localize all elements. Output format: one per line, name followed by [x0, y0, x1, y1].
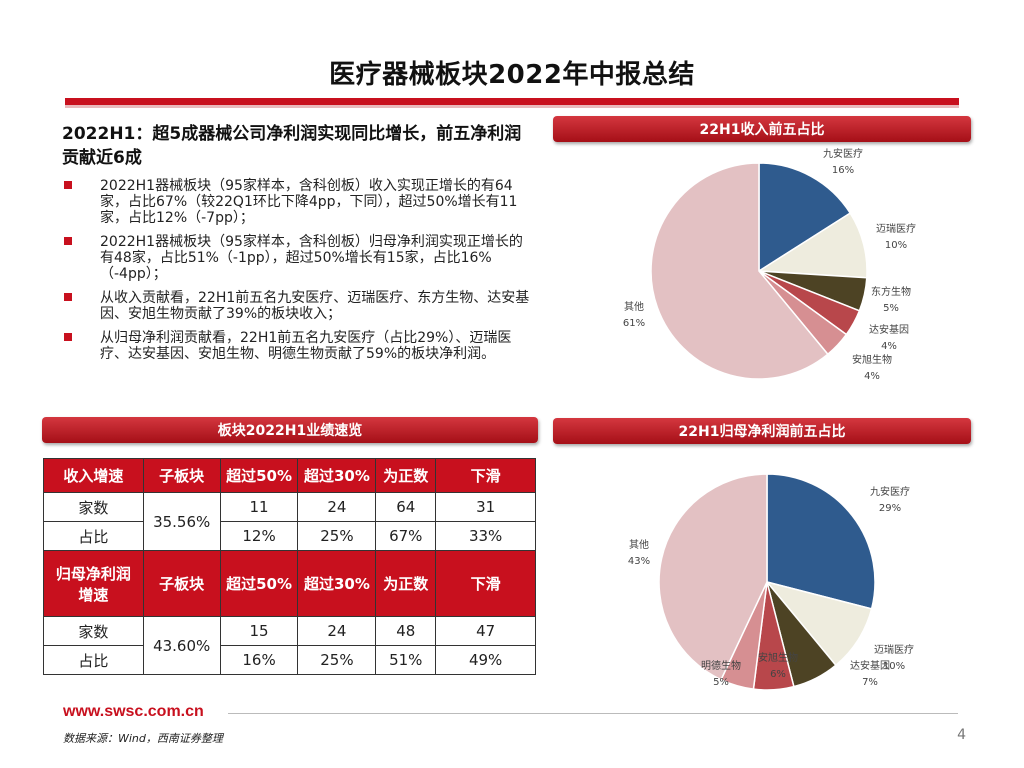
- pie-label-6: 其他: [629, 538, 649, 551]
- header-cell: 收入增速: [43, 458, 144, 493]
- table-cell: 15: [219, 616, 299, 646]
- page-number: 4: [957, 727, 966, 743]
- table-cell: 31: [435, 492, 536, 522]
- header-cell: 为正数: [375, 550, 437, 617]
- table-cell: 25%: [297, 521, 377, 551]
- bullet-square-icon: [64, 237, 72, 245]
- pie-value-label-4: 6%: [770, 669, 786, 680]
- bullet-list: 2022H1器械板块（95家样本，含科创板）收入实现正增长的有64家，占比67%…: [62, 178, 532, 370]
- chart1-title-banner: 22H1收入前五占比: [553, 116, 971, 142]
- pie-label-5: 安旭生物: [852, 353, 892, 366]
- header-cell: 超过50%: [219, 458, 299, 493]
- sub-sector-value: 43.60%: [142, 616, 221, 675]
- row-label: 家数: [43, 492, 144, 522]
- bullet-text: 从归母净利润贡献看，22H1前五名九安医疗（占比29%）、迈瑞医疗、达安基因、安…: [100, 330, 512, 362]
- chart2-title-banner: 22H1归母净利润前五占比: [553, 418, 971, 444]
- pie-value-label-2: 10%: [883, 661, 905, 672]
- table-cell: 12%: [219, 521, 299, 551]
- header-cell: 超过30%: [297, 458, 377, 493]
- bullet-text: 从收入贡献看，22H1前五名九安医疗、迈瑞医疗、东方生物、达安基因、安旭生物贡献…: [100, 290, 530, 322]
- row-label: 占比: [43, 645, 144, 675]
- pie-slice-1: [758, 162, 852, 273]
- table-row: 家数 43.60% 15 24 48 47: [43, 616, 536, 675]
- table-header-row: 归母净利润增速 子板块 超过50% 超过30% 为正数 下滑: [43, 550, 536, 617]
- header-cell: 为正数: [375, 458, 437, 493]
- table-cell: 67%: [375, 521, 437, 551]
- pie-label-2: 迈瑞医疗: [874, 643, 914, 656]
- table-title-banner: 板块2022H1业绩速览: [42, 417, 538, 443]
- chart1-title: 22H1收入前五占比: [699, 122, 825, 138]
- pie-label-3: 达安基因: [850, 659, 890, 672]
- table-row: 家数 35.56% 11 24 64 31: [43, 492, 536, 551]
- header-cell: 子板块: [142, 458, 221, 493]
- bullet-text: 2022H1器械板块（95家样本，含科创板）收入实现正增长的有64家，占比67%…: [100, 178, 518, 226]
- pie-label-5: 明德生物: [701, 659, 741, 672]
- header-cell: 下滑: [435, 550, 536, 617]
- performance-table: 收入增速 子板块 超过50% 超过30% 为正数 下滑 家数 35.56% 11…: [43, 458, 536, 675]
- pie-value-label-1: 29%: [879, 503, 901, 514]
- table-cell: 24: [297, 616, 377, 646]
- pie-value-label-3: 7%: [862, 677, 878, 688]
- header-cell: 归母净利润增速: [43, 550, 144, 617]
- data-source: 数据来源：Wind，西南证券整理: [63, 732, 223, 745]
- table-cell: 24: [297, 492, 377, 522]
- pie-value-label-5: 5%: [713, 677, 729, 688]
- table-row: 占比 16% 25% 51% 49%: [43, 645, 536, 675]
- chart2-title: 22H1归母净利润前五占比: [678, 424, 846, 440]
- header-cell: 超过50%: [219, 550, 299, 617]
- table-row: 占比 12% 25% 67% 33%: [43, 521, 536, 551]
- table-cell: 16%: [219, 645, 299, 675]
- pie-slice-1: [766, 473, 876, 610]
- table-cell: 49%: [435, 645, 536, 675]
- table-cell: 25%: [297, 645, 377, 675]
- table-title: 板块2022H1业绩速览: [217, 423, 363, 439]
- pie-label-1: 九安医疗: [870, 485, 910, 498]
- pie-label-1: 九安医疗: [823, 147, 863, 160]
- pie-value-label-6: 61%: [623, 318, 645, 329]
- bullet-item: 2022H1器械板块（95家样本，含科创板）归母净利润实现正增长的有48家，占比…: [62, 234, 532, 282]
- pie-label-6: 其他: [624, 300, 644, 313]
- footer-divider: [228, 713, 958, 714]
- bullet-square-icon: [64, 293, 72, 301]
- pie-value-label-1: 16%: [832, 165, 854, 176]
- pie-label-3: 东方生物: [871, 285, 911, 298]
- bullet-item: 2022H1器械板块（95家样本，含科创板）收入实现正增长的有64家，占比67%…: [62, 178, 532, 226]
- pie-value-label-3: 5%: [883, 303, 899, 314]
- bullet-square-icon: [64, 181, 72, 189]
- pie-value-label-6: 43%: [628, 556, 650, 567]
- table-cell: 33%: [435, 521, 536, 551]
- pie-slice-6: [658, 473, 768, 681]
- pie-label-2: 迈瑞医疗: [876, 222, 916, 235]
- header-cell: 子板块: [142, 550, 221, 617]
- row-label: 占比: [43, 521, 144, 551]
- table-cell: 48: [375, 616, 437, 646]
- headline: 2022H1：超5成器械公司净利润实现同比增长，前五净利润贡献近6成: [62, 124, 522, 168]
- pie-label-4: 安旭生物: [758, 651, 798, 664]
- page-title: 医疗器械板块2022年中报总结: [329, 60, 695, 90]
- bullet-square-icon: [64, 333, 72, 341]
- table-cell: 47: [435, 616, 536, 646]
- table-cell: 51%: [375, 645, 437, 675]
- pie-value-label-2: 10%: [885, 240, 907, 251]
- header-cell: 超过30%: [297, 550, 377, 617]
- pie-label-4: 达安基因: [869, 323, 909, 336]
- table-cell: 64: [375, 492, 437, 522]
- pie-value-label-5: 4%: [864, 371, 880, 382]
- table-header-row: 收入增速 子板块 超过50% 超过30% 为正数 下滑: [43, 458, 536, 493]
- sub-sector-value: 35.56%: [142, 492, 221, 551]
- title-rule: [65, 98, 959, 105]
- bullet-item: 从收入贡献看，22H1前五名九安医疗、迈瑞医疗、东方生物、达安基因、安旭生物贡献…: [62, 290, 532, 322]
- profit-pie-chart: 九安医疗 29% 迈瑞医疗 10%达安基因 7% 安旭生物 6% 明德生物 5% 其他 43%: [628, 473, 914, 691]
- title-rule-shadow: [65, 105, 959, 108]
- pie-slice-6: [650, 162, 829, 380]
- header-cell: 下滑: [435, 458, 536, 493]
- footer-url[interactable]: www.swsc.com.cn: [63, 703, 204, 720]
- table-cell: 11: [219, 492, 299, 522]
- row-label: 家数: [43, 616, 144, 646]
- pie-value-label-4: 4%: [881, 341, 897, 352]
- bullet-text: 2022H1器械板块（95家样本，含科创板）归母净利润实现正增长的有48家，占比…: [100, 234, 523, 282]
- bullet-item: 从归母净利润贡献看，22H1前五名九安医疗（占比29%）、迈瑞医疗、达安基因、安…: [62, 330, 532, 362]
